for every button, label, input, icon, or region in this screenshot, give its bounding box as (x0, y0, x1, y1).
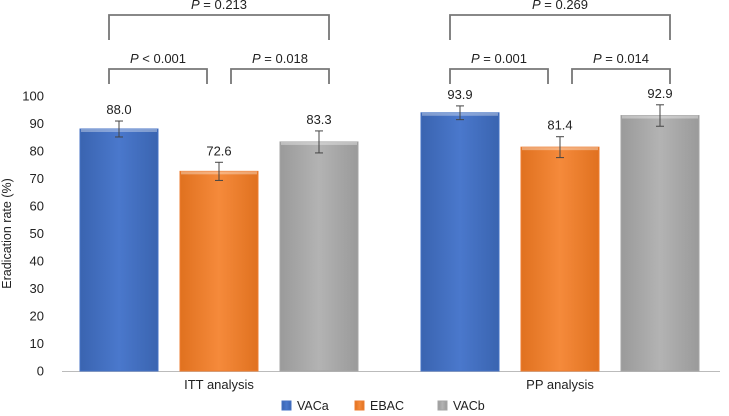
bars: 88.0 93.9 72.6 81.4 83.3 92.9 (79, 86, 700, 372)
legend-label: VACa (297, 399, 329, 413)
data-label: 81.4 (547, 118, 572, 133)
y-tick-label: 60 (30, 199, 44, 214)
p-value-label: P = 0.001 (471, 51, 527, 66)
legend-swatch-vaca (281, 400, 292, 411)
y-tick-label: 30 (30, 281, 44, 296)
bar-ebac-0 (179, 170, 259, 372)
y-tick-label: 10 (30, 336, 44, 351)
legend-label: EBAC (370, 399, 404, 413)
significance-bracket (449, 14, 671, 40)
data-label: 92.9 (647, 86, 672, 101)
data-label: 72.6 (206, 143, 231, 158)
y-tick-label: 0 (37, 364, 44, 379)
p-value-label: P = 0.014 (593, 51, 649, 66)
significance-brackets: P < 0.001 P = 0.018 P = 0.213 P = 0.001 P = … (108, 0, 671, 84)
y-tick-label: 100 (22, 89, 44, 104)
y-tick-label: 80 (30, 144, 44, 159)
significance-bracket (571, 68, 671, 84)
legend-label: VACb (453, 399, 485, 413)
legend-swatch-vacb (437, 400, 448, 411)
legend-swatch-ebac (354, 400, 365, 411)
data-label: 88.0 (106, 102, 131, 117)
legend: VACa EBAC VACb (281, 399, 485, 413)
y-tick-label: 20 (30, 309, 44, 324)
category-label: ITT analysis (184, 377, 254, 392)
p-value-label: P = 0.269 (532, 0, 588, 12)
y-axis: 0 10 20 30 40 50 60 70 80 90 100 (22, 89, 720, 379)
category-labels: ITT analysis PP analysis (184, 377, 594, 392)
data-label: 83.3 (306, 112, 331, 127)
p-value-label: P < 0.001 (130, 51, 186, 66)
significance-bracket (230, 68, 330, 84)
bar-vaca-0 (79, 128, 159, 372)
bar-ebac-1 (520, 146, 600, 372)
y-tick-label: 40 (30, 254, 44, 269)
bar-vacb-0 (279, 141, 359, 372)
p-value-label: P = 0.018 (252, 51, 308, 66)
y-axis-label: Eradication rate (%) (0, 178, 14, 288)
significance-bracket (108, 14, 330, 40)
p-value-label: P = 0.213 (191, 0, 247, 12)
bar-vaca-1 (420, 112, 500, 372)
significance-bracket (449, 68, 549, 84)
significance-bracket (108, 68, 208, 84)
data-label: 93.9 (447, 87, 472, 102)
y-tick-label: 70 (30, 171, 44, 186)
category-label: PP analysis (526, 377, 594, 392)
y-tick-label: 50 (30, 226, 44, 241)
y-tick-label: 90 (30, 116, 44, 131)
bar-vacb-1 (620, 115, 700, 372)
